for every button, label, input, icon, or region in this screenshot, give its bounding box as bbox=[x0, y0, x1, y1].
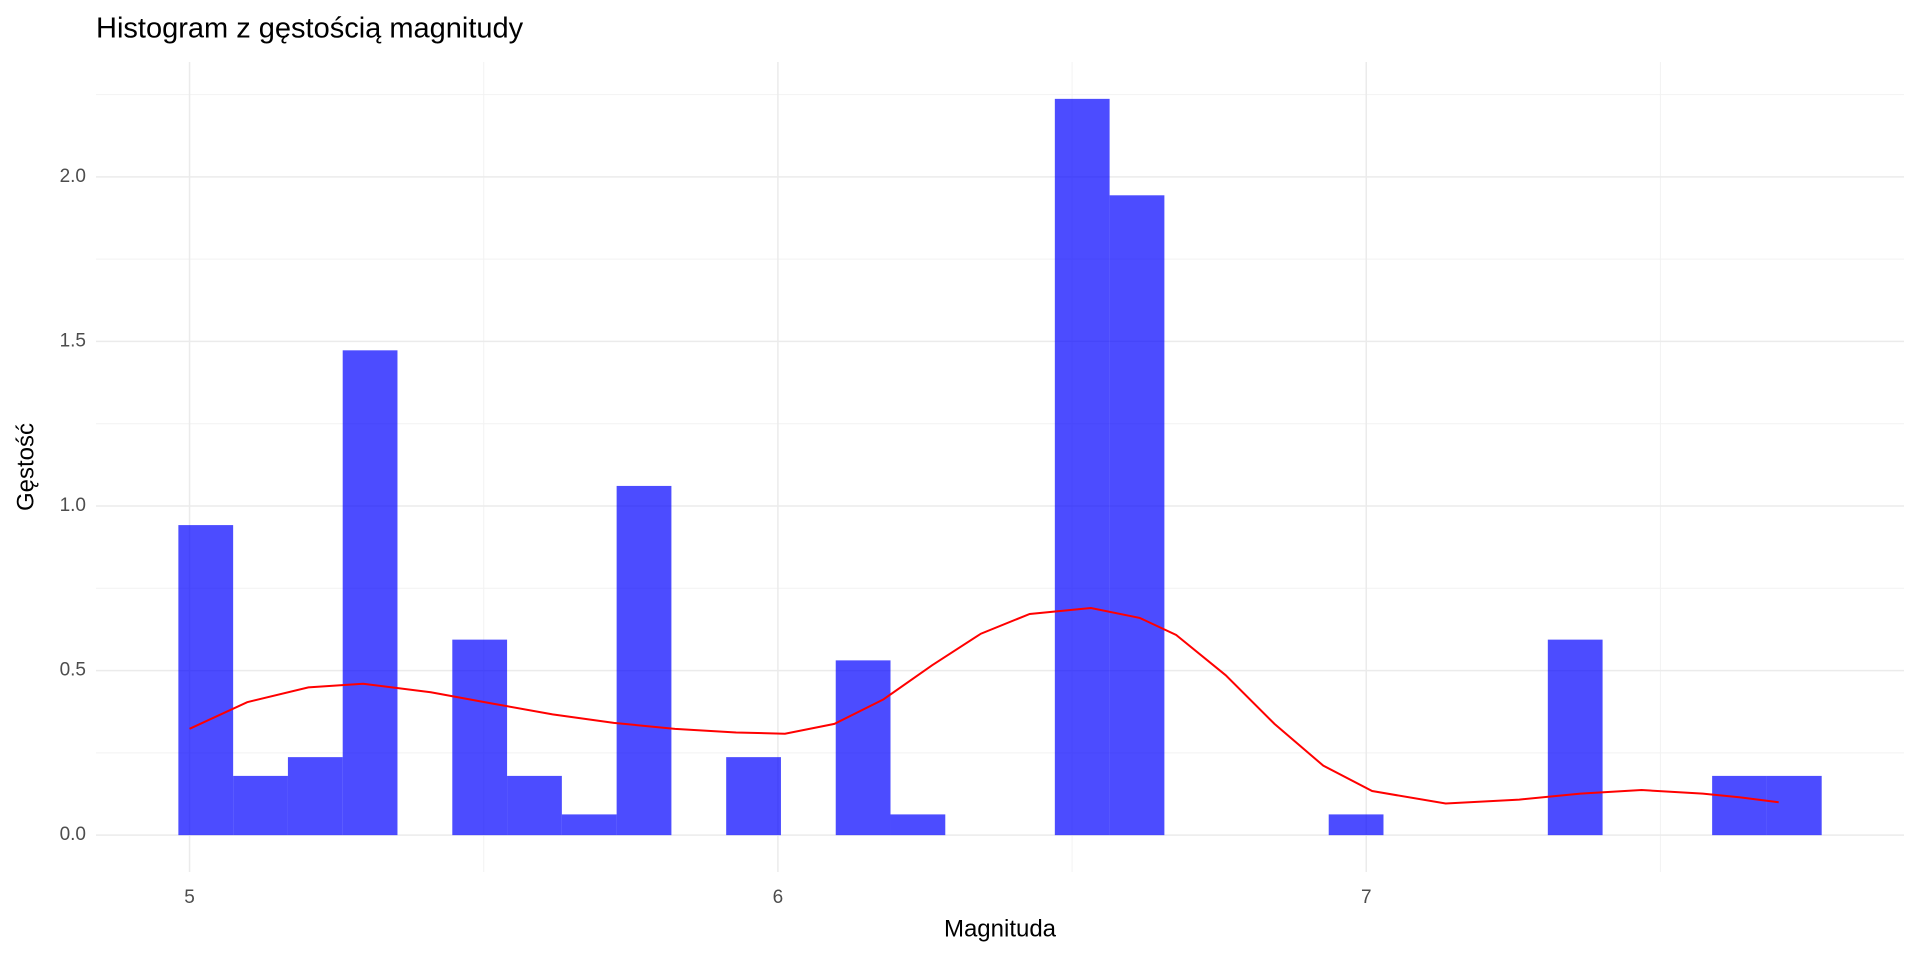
x-axis-title: Magnituda bbox=[944, 915, 1057, 942]
bar bbox=[178, 525, 234, 836]
bar bbox=[726, 757, 781, 836]
bar bbox=[835, 660, 891, 836]
density-line bbox=[189, 607, 1779, 805]
y-tick-label: 0.5 bbox=[60, 660, 86, 681]
chart-title: Histogram z gęstością magnitudy bbox=[96, 13, 524, 45]
bar bbox=[507, 775, 562, 836]
y-axis-title: Gęstość bbox=[12, 423, 39, 511]
y-tick-label: 1.5 bbox=[60, 330, 86, 351]
bar bbox=[1547, 639, 1603, 836]
bar bbox=[1109, 195, 1165, 836]
bar bbox=[342, 350, 398, 836]
bar bbox=[452, 639, 508, 836]
x-tick-label: 7 bbox=[1361, 887, 1372, 908]
bar bbox=[1054, 98, 1110, 836]
y-tick-label: 1.0 bbox=[60, 495, 86, 516]
x-tick-label: 6 bbox=[773, 887, 784, 908]
bar bbox=[616, 485, 672, 836]
bar bbox=[890, 814, 946, 836]
bar bbox=[233, 775, 288, 836]
bar bbox=[1712, 775, 1767, 836]
bar bbox=[1766, 775, 1822, 836]
bar bbox=[287, 757, 343, 836]
y-tick-label: 0.0 bbox=[60, 824, 86, 845]
bar bbox=[561, 814, 617, 836]
bar bbox=[1328, 814, 1384, 836]
x-tick-label: 5 bbox=[184, 887, 195, 908]
y-tick-label: 2.0 bbox=[60, 166, 86, 187]
